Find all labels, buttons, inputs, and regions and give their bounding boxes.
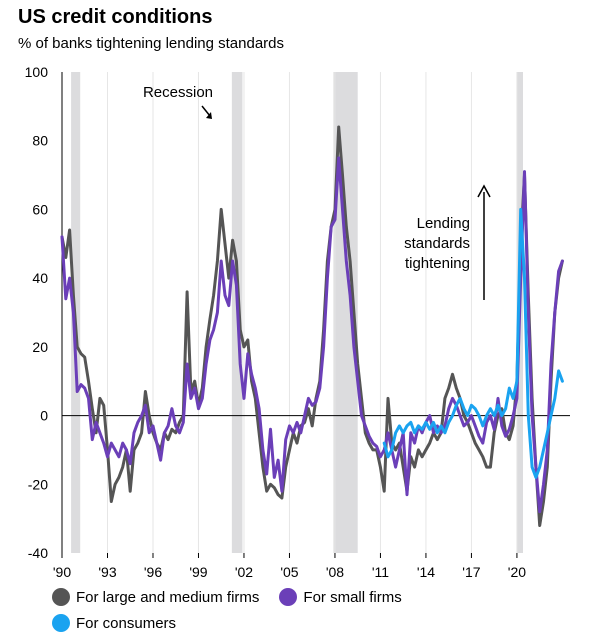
legend-swatch-small-firms [279, 588, 298, 606]
annotation-lending-line: tightening [405, 255, 470, 272]
recession-arrowhead [206, 112, 212, 119]
series-line-1 [60, 125, 564, 527]
legend-label-small-firms: For small firms [303, 588, 402, 606]
y-tick-label: 20 [32, 339, 48, 355]
tightening-arrowhead [477, 184, 491, 198]
recession-bands [71, 72, 523, 553]
y-tick-label: 0 [40, 408, 48, 424]
legend-swatch-consumers [52, 614, 70, 632]
series-line-2 [60, 156, 564, 514]
annotation-lending-line: Lending [417, 215, 470, 232]
axes: '90 '93 '96 '99 '02 '05 '08 '11 '14 '17 '20 -40 -20 0… [25, 64, 570, 580]
legend-item-large-medium-firms: For large and medium firms [52, 588, 259, 606]
legend-label-consumers: For consumers [76, 614, 177, 632]
annotation-recession: Recession [143, 84, 213, 101]
x-tick-label: '20 [508, 564, 526, 580]
series-lines [60, 125, 564, 527]
x-tick-label: '90 [53, 564, 71, 580]
x-tick-label: '02 [235, 564, 253, 580]
recession-arrow [201, 105, 211, 117]
annotation-lending-line: standards [404, 235, 470, 252]
legend-row-2: For consumers [52, 614, 196, 632]
x-tick-label: '05 [280, 564, 298, 580]
x-tick-label: '93 [98, 564, 116, 580]
legend-item-small-firms: For small firms [279, 588, 402, 606]
x-tick-label: '11 [372, 564, 389, 580]
y-tick-label: -40 [28, 545, 48, 561]
y-tick-label: 60 [32, 201, 48, 217]
chart-title: US credit conditions [18, 6, 213, 28]
y-tick-label: 80 [32, 133, 48, 149]
y-tick-label: 40 [32, 270, 48, 286]
x-tick-label: '08 [326, 564, 344, 580]
x-tick-label: '14 [417, 564, 435, 580]
chart-subtitle: % of banks tightening lending standards [18, 35, 285, 52]
y-tick-label: -20 [28, 476, 48, 492]
legend-item-consumers: For consumers [52, 614, 176, 632]
x-tick-label: '99 [189, 564, 207, 580]
legend-label-large-medium-firms: For large and medium firms [76, 588, 260, 606]
x-tick-label: '96 [144, 564, 162, 580]
legend-row-1: For large and medium firms For small fir… [52, 588, 422, 606]
y-tick-label: 100 [25, 64, 49, 80]
series-line-3 [382, 207, 564, 479]
legend-swatch-large-medium-firms [52, 588, 70, 606]
annotations: Recession Lending standards tightening [143, 84, 491, 300]
x-tick-label: '17 [462, 564, 480, 580]
grid-lines [61, 72, 518, 553]
